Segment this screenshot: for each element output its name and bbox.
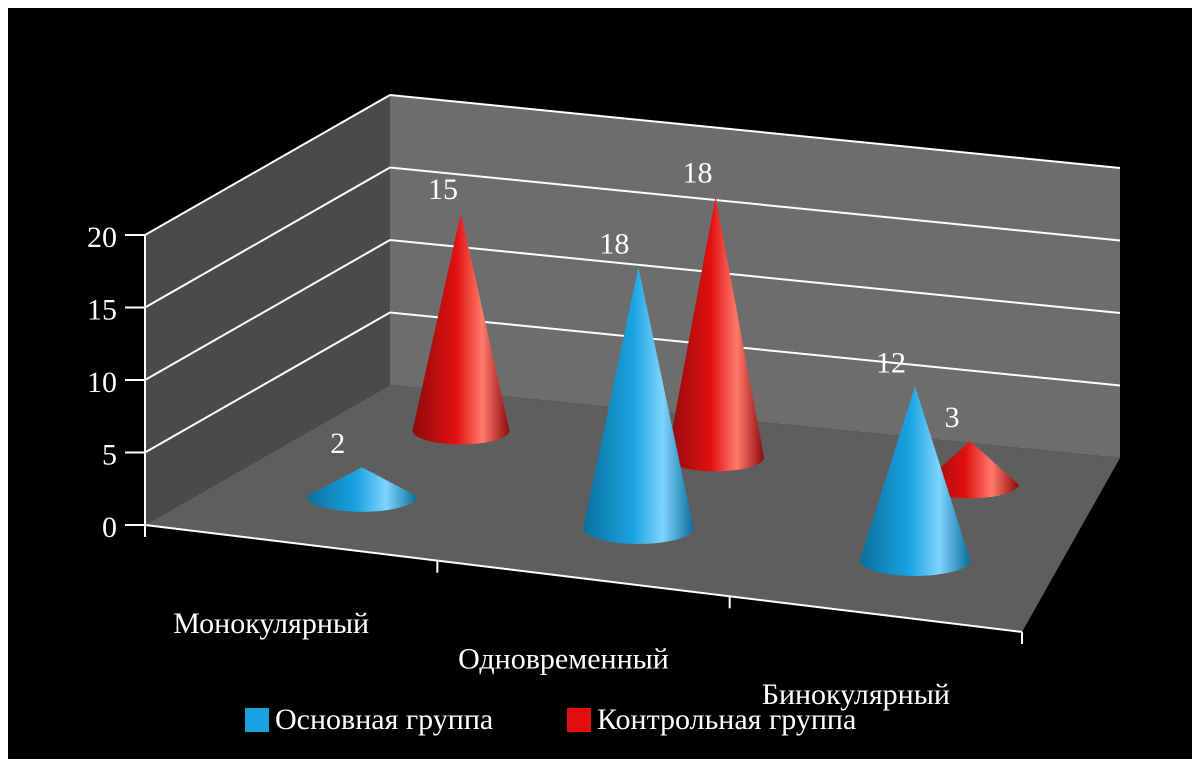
gridline bbox=[144, 311, 1121, 454]
cone-main-2 bbox=[859, 386, 971, 576]
legend-swatch bbox=[567, 708, 591, 732]
legend-label: Контрольная группа bbox=[597, 703, 856, 736]
gridline bbox=[144, 238, 1121, 381]
category-label: Монокулярный bbox=[173, 607, 369, 640]
y-tick-label: 5 bbox=[102, 439, 117, 472]
category-label: Бинокулярный bbox=[762, 678, 950, 711]
data-label: 3 bbox=[945, 401, 960, 434]
category-label: Одновременный bbox=[458, 643, 669, 676]
y-tick-label: 0 bbox=[102, 511, 117, 544]
cone-main-0 bbox=[306, 467, 417, 512]
cone-control-1 bbox=[667, 196, 765, 472]
data-label: 15 bbox=[428, 173, 458, 206]
data-label: 18 bbox=[683, 157, 713, 190]
data-label: 12 bbox=[876, 346, 906, 379]
legend-swatch bbox=[245, 708, 269, 732]
legend-label: Основная группа bbox=[275, 703, 493, 736]
y-tick-label: 10 bbox=[87, 366, 117, 399]
cone-main-1 bbox=[583, 267, 694, 544]
data-label: 18 bbox=[599, 227, 629, 260]
y-tick-label: 20 bbox=[87, 221, 117, 254]
gridline bbox=[144, 166, 1121, 309]
gridline bbox=[144, 93, 1121, 236]
x-axis-line bbox=[144, 524, 1023, 633]
cone-control-0 bbox=[412, 213, 510, 445]
y-tick-label: 15 bbox=[87, 294, 117, 327]
data-label: 2 bbox=[330, 427, 345, 460]
